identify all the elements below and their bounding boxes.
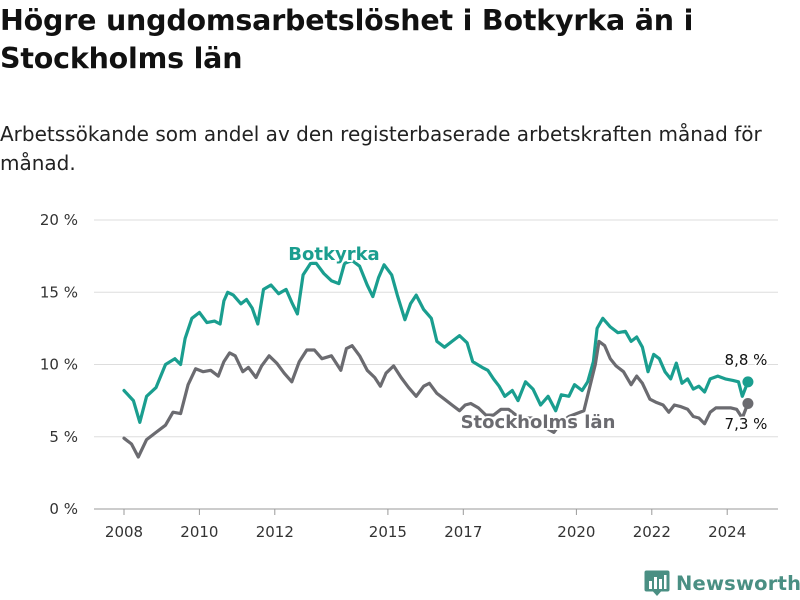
- series-name-label: Stockholms län: [461, 412, 616, 433]
- series-line-botkyrka: [122, 258, 750, 424]
- x-tick-label: 2022: [633, 523, 671, 541]
- x-tick-label: 2010: [180, 523, 218, 541]
- series-end-value-label: 7,3 %: [725, 415, 768, 433]
- chart-title: Högre ungdomsarbetslöshet i Botkyrka än …: [0, 4, 694, 75]
- brand-name: Newsworthy: [676, 571, 800, 595]
- gridlines: [94, 219, 778, 510]
- y-tick-label: 15 %: [40, 283, 78, 301]
- brand-logo[interactable]: Newsworthy: [644, 566, 800, 600]
- y-tick-label: 10 %: [40, 356, 78, 374]
- series-end-point: [742, 398, 754, 410]
- x-tick-label: 2012: [256, 523, 294, 541]
- x-tick-label: 2020: [557, 523, 595, 541]
- x-tick-label: 2017: [444, 523, 482, 541]
- series-lines: [122, 258, 754, 459]
- series-end-value-label: 8,8 %: [725, 351, 768, 369]
- bar-chart-icon: [644, 570, 670, 596]
- chart-subtitle: Arbetssökande som andel av den registerb…: [0, 122, 762, 175]
- series-labels: Botkyrka Stockholms län 8,8 % 7,3 %: [286, 242, 769, 435]
- series-end-point: [742, 376, 754, 388]
- y-tick-label: 20 %: [40, 211, 78, 229]
- series-line-stockholms-lan: [122, 339, 750, 459]
- x-tick-label: 2015: [369, 523, 407, 541]
- y-tick-label: 0 %: [49, 500, 78, 518]
- series-name-label: Botkyrka: [288, 244, 379, 265]
- y-tick-label: 5 %: [49, 428, 78, 446]
- x-tick-label: 2008: [105, 523, 143, 541]
- x-tick-label: 2024: [708, 523, 746, 541]
- axes: 0 % 5 % 10 % 15 % 20 % 2008 2010 2012 2015 2017 20…: [40, 211, 746, 541]
